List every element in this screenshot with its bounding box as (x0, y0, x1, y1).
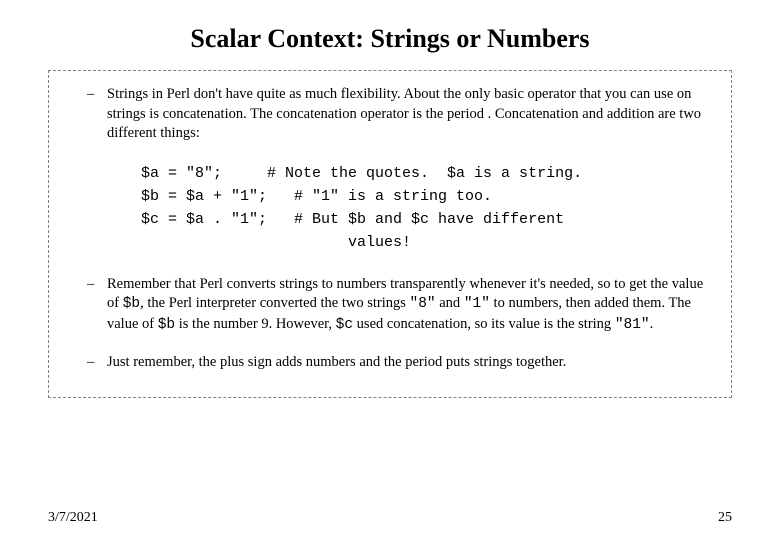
dash-icon: – (69, 353, 107, 373)
bullet-text: Strings in Perl don't have quite as much… (107, 85, 711, 144)
inline-code: $c (336, 317, 353, 333)
bullet-item: – Remember that Perl converts strings to… (69, 275, 711, 336)
dash-icon: – (69, 275, 107, 295)
code-line: $c = $a . "1"; # But $b and $c have diff… (141, 211, 564, 228)
slide-footer: 3/7/2021 25 (48, 510, 732, 526)
inline-code: "1" (464, 296, 490, 312)
code-block: $a = "8"; # Note the quotes. $a is a str… (141, 162, 711, 255)
code-line: $a = "8"; # Note the quotes. $a is a str… (141, 165, 582, 182)
inline-code: $b (123, 296, 140, 312)
dash-icon: – (69, 85, 107, 105)
slide-title: Scalar Context: Strings or Numbers (0, 0, 780, 66)
slide: Scalar Context: Strings or Numbers – Str… (0, 0, 780, 540)
bullet-item: – Just remember, the plus sign adds numb… (69, 353, 711, 373)
inline-code: $b (158, 317, 175, 333)
inline-code: "81" (615, 317, 650, 333)
inline-code: "8" (410, 296, 436, 312)
code-line: values! (141, 234, 411, 251)
bullet-item: – Strings in Perl don't have quite as mu… (69, 85, 711, 144)
footer-date: 3/7/2021 (48, 510, 98, 526)
code-line: $b = $a + "1"; # "1" is a string too. (141, 188, 492, 205)
bullet-text: Remember that Perl converts strings to n… (107, 275, 711, 336)
footer-page-number: 25 (718, 510, 732, 526)
bullet-text: Just remember, the plus sign adds number… (107, 353, 711, 373)
content-box: – Strings in Perl don't have quite as mu… (48, 70, 732, 398)
